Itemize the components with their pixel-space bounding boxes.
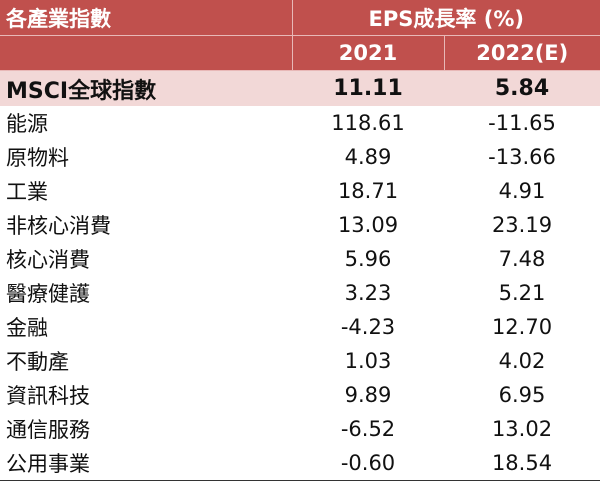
- sector-name: 不動產: [6, 350, 69, 374]
- eps-2021-value: -0.60: [292, 446, 444, 481]
- table-row: 醫療健護 3.23 5.21: [0, 276, 600, 310]
- eps-2021-value: 1.03: [344, 349, 392, 373]
- eps-2022e-value: -11.65: [488, 111, 556, 135]
- table-row: 不動產 1.03 4.02: [0, 344, 600, 378]
- eps-growth-header: EPS成長率 (%): [291, 0, 601, 36]
- eps-2022e-value: 13.02: [491, 417, 553, 441]
- eps-2021-value: 4.89: [344, 145, 392, 169]
- sector-name: 金融: [6, 316, 48, 340]
- sector-name: 資訊科技: [6, 384, 90, 408]
- eps-2021-value: -6.52: [340, 417, 396, 441]
- eps-2021-value: 11.11: [292, 70, 444, 106]
- sector-name: 工業: [6, 180, 48, 204]
- sector-name: 通信服務: [6, 418, 90, 442]
- eps-2022e-value: 7.48: [498, 247, 546, 271]
- eps-2021-value: 3.23: [344, 281, 392, 305]
- eps-2022e-value: 12.70: [491, 315, 553, 339]
- table-row: 原物料 4.89 -13.66: [0, 140, 600, 174]
- header-row: 各產業指數 EPS成長率 (%): [0, 0, 601, 36]
- table-row-msci-world: MSCI全球指數 11.11 5.84: [0, 70, 601, 106]
- table-row: 金融 -4.23 12.70: [0, 310, 600, 344]
- sector-name: 能源: [6, 112, 48, 136]
- table-row: 公用事業 -0.60 18.54: [0, 446, 601, 481]
- eps-2022e-value: -13.66: [488, 145, 556, 169]
- eps-2022e-value: 6.95: [498, 383, 546, 407]
- eps-2021-value: 18.71: [337, 179, 399, 203]
- table-row: 資訊科技 9.89 6.95: [0, 378, 600, 412]
- table-row: 能源 118.61 -11.65: [0, 106, 600, 140]
- header-blank-cell: [0, 35, 292, 71]
- table-row: 工業 18.71 4.91: [0, 174, 600, 208]
- sector-name: 公用事業: [0, 446, 292, 481]
- sector-name: 原物料: [6, 146, 69, 170]
- year-2022e-header: 2022(E): [443, 35, 601, 71]
- eps-2022e-value: 4.02: [498, 349, 546, 373]
- sector-name: 非核心消費: [6, 214, 111, 238]
- eps-2022e-value: 4.91: [498, 179, 546, 203]
- table-row: 非核心消費 13.09 23.19: [0, 208, 600, 242]
- eps-2021-value: 5.96: [344, 247, 392, 271]
- table-row: 通信服務 -6.52 13.02: [0, 412, 600, 446]
- year-header-row: 2021 2022(E): [0, 35, 601, 71]
- sector-name: 醫療健護: [6, 282, 90, 306]
- table-row: 核心消費 5.96 7.48: [0, 242, 600, 276]
- eps-2021-value: -4.23: [340, 315, 396, 339]
- eps-2021-value: 13.09: [337, 213, 399, 237]
- eps-2022e-value: 5.21: [498, 281, 546, 305]
- eps-2022e-value: 18.54: [444, 446, 601, 481]
- sector-name: 核心消費: [6, 248, 90, 272]
- eps-2022e-value: 23.19: [491, 213, 553, 237]
- sector-name: MSCI全球指數: [0, 70, 292, 106]
- eps-2022e-value: 5.84: [444, 70, 601, 106]
- eps-2021-value: 9.89: [344, 383, 392, 407]
- year-2021-header: 2021: [291, 35, 444, 71]
- sector-column-header: 各產業指數: [0, 0, 292, 36]
- eps-2021-value: 118.61: [331, 111, 405, 135]
